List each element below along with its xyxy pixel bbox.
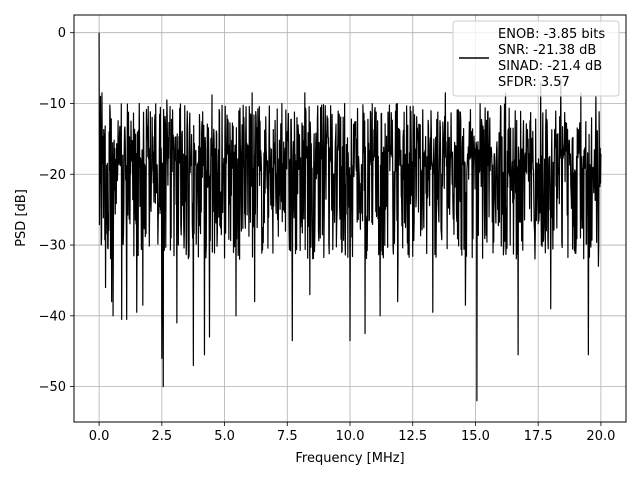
legend-box	[452, 20, 620, 97]
psd-series	[98, 32, 602, 402]
y-tick-label: −30	[39, 239, 66, 254]
psd-line	[98, 32, 602, 402]
y-tick-label: 0	[58, 26, 66, 41]
y-tick-label: −40	[39, 309, 66, 324]
legend-snr: SNR: -21.38 dB	[498, 43, 596, 58]
legend-sinad: SINAD: -21.4 dB	[498, 59, 602, 74]
axis-ticks: 0.0 2.5 5.0 7.5 10.0 12.5 15.0 17.5 20.0 0 −10 −20 −…	[39, 26, 616, 444]
x-axis-label: Frequency [MHz]	[295, 451, 404, 466]
y-tick-label: −20	[39, 168, 66, 183]
x-tick-label: 10.0	[336, 429, 365, 444]
legend-sfdr: SFDR: 3.57	[498, 75, 570, 90]
x-tick-label: 7.5	[277, 429, 298, 444]
y-axis-label: PSD [dB]	[14, 189, 29, 247]
y-tick-label: −10	[39, 97, 66, 112]
legend-enob: ENOB: -3.85 bits	[498, 27, 605, 42]
x-tick-label: 12.5	[398, 429, 427, 444]
x-tick-label: 17.5	[524, 429, 553, 444]
x-tick-label: 5.0	[214, 429, 235, 444]
x-tick-label: 20.0	[586, 429, 615, 444]
y-tick-label: −50	[39, 380, 66, 395]
x-tick-label: 2.5	[151, 429, 172, 444]
x-tick-label: 0.0	[89, 429, 110, 444]
legend: ENOB: -3.85 bits SNR: -21.38 dB SINAD: -…	[452, 20, 620, 97]
x-tick-label: 15.0	[461, 429, 490, 444]
